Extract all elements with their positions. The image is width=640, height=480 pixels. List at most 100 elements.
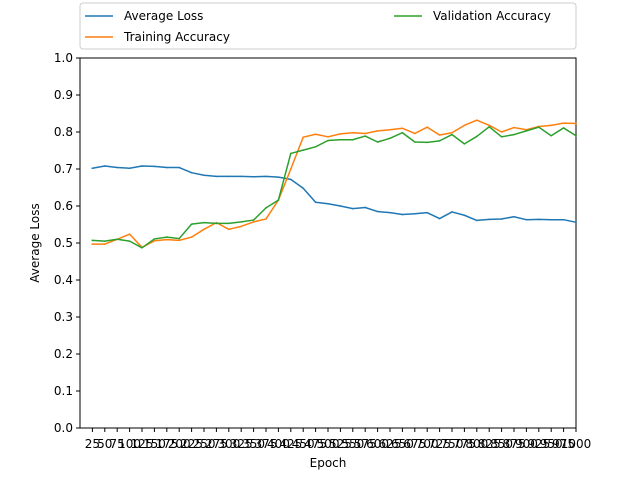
data-point — [290, 178, 292, 181]
y-tick-label: 0.9 — [54, 88, 73, 102]
data-point — [401, 131, 404, 134]
x-tick-label: 150 — [143, 437, 166, 451]
data-point — [153, 165, 156, 168]
data-point — [575, 221, 577, 224]
data-point — [513, 215, 515, 218]
data-point — [327, 202, 329, 205]
data-point — [376, 130, 379, 132]
data-point — [228, 175, 230, 178]
x-tick-label: 875 — [503, 437, 526, 451]
data-point — [414, 132, 416, 135]
legend-label: Average Loss — [124, 9, 203, 23]
series-line-training-accuracy — [91, 119, 577, 249]
data-point — [290, 168, 292, 170]
x-tick-label: 550 — [341, 437, 364, 451]
data-point — [488, 218, 491, 221]
x-tick-label: 825 — [478, 437, 501, 451]
data-point — [166, 238, 168, 241]
data-point — [178, 239, 180, 242]
data-point — [277, 199, 280, 201]
x-tick-label: 500 — [317, 437, 340, 451]
data-point — [339, 133, 342, 135]
data-point — [203, 228, 205, 231]
x-tick-label: 775 — [453, 437, 476, 451]
data-point — [314, 146, 317, 148]
data-point — [302, 136, 305, 138]
data-point — [364, 132, 367, 135]
x-tick-label: 125 — [131, 437, 154, 451]
data-point — [476, 219, 478, 222]
data-point — [302, 187, 305, 190]
data-point — [265, 218, 267, 220]
data-point — [389, 137, 391, 140]
x-tick-label: 725 — [428, 437, 451, 451]
data-point — [550, 134, 552, 137]
data-point — [401, 213, 404, 216]
data-point — [203, 174, 205, 177]
data-point — [128, 167, 131, 170]
data-point — [538, 218, 540, 221]
data-point — [178, 237, 180, 240]
data-point — [153, 239, 156, 242]
data-point — [550, 124, 552, 127]
x-tick-label: 650 — [391, 437, 414, 451]
x-tick-label: 300 — [217, 437, 240, 451]
data-point — [215, 175, 218, 178]
y-tick-label: 0.5 — [54, 236, 73, 250]
data-point — [364, 206, 367, 209]
data-point — [166, 236, 168, 238]
data-point — [488, 126, 491, 128]
data-point — [538, 126, 540, 128]
data-point — [190, 223, 193, 225]
data-point — [339, 205, 342, 207]
data-point — [562, 122, 565, 124]
data-point — [438, 217, 441, 220]
x-tick-label: 800 — [465, 437, 488, 451]
data-point — [252, 219, 255, 221]
data-point — [327, 136, 329, 138]
data-point — [414, 212, 416, 215]
data-point — [240, 221, 242, 223]
data-point — [364, 135, 367, 137]
series-line-average-loss — [91, 165, 577, 224]
x-tick-label: 750 — [441, 437, 464, 451]
data-point — [575, 134, 577, 137]
legend-box — [79, 2, 577, 50]
plot-area — [79, 57, 578, 429]
data-point — [277, 176, 280, 178]
series-line-validation-accuracy — [91, 126, 578, 249]
y-tick-label: 1.0 — [54, 51, 73, 65]
data-point — [91, 239, 94, 242]
data-point — [314, 201, 317, 204]
data-point — [265, 175, 267, 178]
x-tick-label: 375 — [255, 437, 278, 451]
data-point — [451, 131, 453, 134]
x-tick-label: 100 — [118, 437, 141, 451]
data-point — [525, 218, 528, 221]
data-point — [352, 207, 354, 210]
legend-label: Training Accuracy — [123, 30, 230, 44]
data-point — [252, 221, 255, 223]
data-point — [352, 131, 354, 134]
data-point — [104, 165, 106, 167]
data-point — [228, 222, 230, 225]
y-tick-label: 0.4 — [54, 273, 73, 287]
data-point — [451, 133, 453, 136]
data-point — [414, 141, 416, 143]
data-point — [500, 136, 503, 138]
data-point — [215, 222, 218, 225]
data-point — [376, 141, 379, 143]
legend: Average Loss Training Accuracy Validation … — [79, 2, 577, 50]
y-tick-label: 0.3 — [54, 310, 73, 324]
x-axis: 2550751001251501752002252502753003253503… — [85, 428, 591, 451]
data-point — [389, 128, 391, 131]
y-axis-label: Average Loss — [28, 203, 42, 282]
data-point — [575, 122, 577, 125]
x-tick-label: 575 — [354, 437, 377, 451]
data-point — [451, 211, 453, 213]
data-point — [252, 175, 255, 178]
legend-label: Validation Accuracy — [433, 9, 551, 23]
data-point — [128, 240, 131, 242]
y-tick-label: 0.7 — [54, 162, 73, 176]
x-tick-label: 625 — [379, 437, 402, 451]
